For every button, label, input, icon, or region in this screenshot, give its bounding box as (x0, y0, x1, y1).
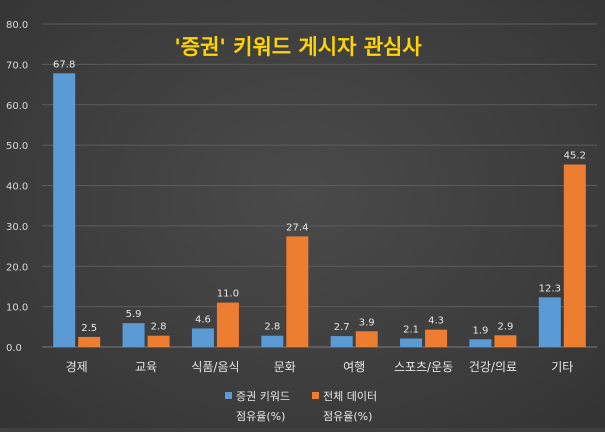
y-tick-label: 0.0 (6, 343, 22, 354)
bar-series-1 (53, 73, 76, 347)
y-tick-label: 50.0 (6, 141, 28, 152)
bar-series-2 (286, 236, 309, 347)
data-label: 1.9 (472, 325, 488, 336)
legend: 증권 키워드 점유율(%) 전체 데이터 점유율(%) (225, 390, 377, 423)
y-tick-label: 20.0 (6, 262, 28, 273)
data-label: 2.5 (81, 323, 97, 334)
x-category-label: 경제 (66, 360, 88, 374)
y-tick-label: 60.0 (6, 101, 28, 112)
bar-series-1 (469, 339, 492, 347)
data-label: 4.6 (195, 314, 211, 325)
legend-label-series-2-line2: 점유율(%) (323, 410, 372, 423)
y-tick-label: 40.0 (6, 182, 28, 193)
x-category-label: 기타 (551, 360, 573, 374)
data-label: 27.4 (286, 222, 308, 233)
bar-series-1 (191, 328, 214, 347)
legend-label-series-1-line2: 점유율(%) (236, 410, 285, 423)
data-label: 11.0 (217, 289, 239, 300)
bar-series-2 (78, 336, 101, 347)
x-category-label: 교육 (135, 360, 157, 374)
data-label: 5.9 (126, 309, 142, 320)
data-label: 2.8 (151, 322, 167, 333)
data-label: 2.7 (334, 322, 350, 333)
bar-series-1 (330, 336, 353, 347)
data-label: 67.8 (53, 59, 75, 70)
x-category-label: 여행 (343, 359, 365, 374)
legend-swatch-series-2 (312, 392, 319, 399)
bar-series-2 (563, 164, 586, 347)
y-tick-label: 70.0 (6, 60, 28, 71)
x-category-label: 건강/의료 (469, 360, 517, 374)
legend-swatch-series-1 (225, 392, 232, 399)
y-axis-ticks: 0.0 10.0 20.0 30.0 40.0 50.0 60.0 70.0 80.0 (6, 20, 28, 354)
bar-series-2 (355, 331, 378, 347)
data-label: 2.1 (403, 325, 419, 336)
bars (53, 73, 586, 347)
legend-label-series-2: 전체 데이터 (323, 390, 377, 403)
bar-series-2 (216, 302, 239, 347)
data-label: 45.2 (564, 151, 586, 162)
x-category-label: 스포츠/운동 (394, 360, 453, 374)
x-category-label: 식품/음식 (191, 360, 239, 374)
y-tick-label: 10.0 (6, 303, 28, 314)
bar-series-1 (122, 323, 145, 347)
gridlines (42, 23, 597, 348)
y-tick-label: 30.0 (6, 222, 28, 233)
chart-title: '증권' 키워드 게시자 관심사 (174, 35, 422, 59)
bar-series-1 (538, 297, 561, 347)
x-category-label: 문화 (274, 360, 296, 374)
bar-series-1 (261, 335, 284, 347)
bar-series-2 (425, 329, 448, 347)
data-label: 2.8 (264, 322, 280, 333)
legend-label-series-1: 증권 키워드 (236, 390, 290, 403)
bar-series-1 (400, 338, 423, 347)
data-label: 12.3 (539, 283, 561, 294)
data-label: 4.3 (428, 316, 444, 327)
data-label: 2.9 (497, 321, 513, 332)
data-label: 3.9 (359, 317, 375, 328)
data-labels: 67.8 2.5 5.9 2.8 4.6 11.0 2.8 27.4 2.7 3.9 2.1 4.3 1… (53, 59, 586, 336)
x-axis-categories: 경제 교육 식품/음식 문화 여행 스포츠/운동 건강/의료 기타 (66, 359, 574, 374)
y-tick-label: 80.0 (6, 20, 28, 31)
bar-series-2 (147, 335, 170, 347)
bar-series-2 (494, 335, 517, 347)
